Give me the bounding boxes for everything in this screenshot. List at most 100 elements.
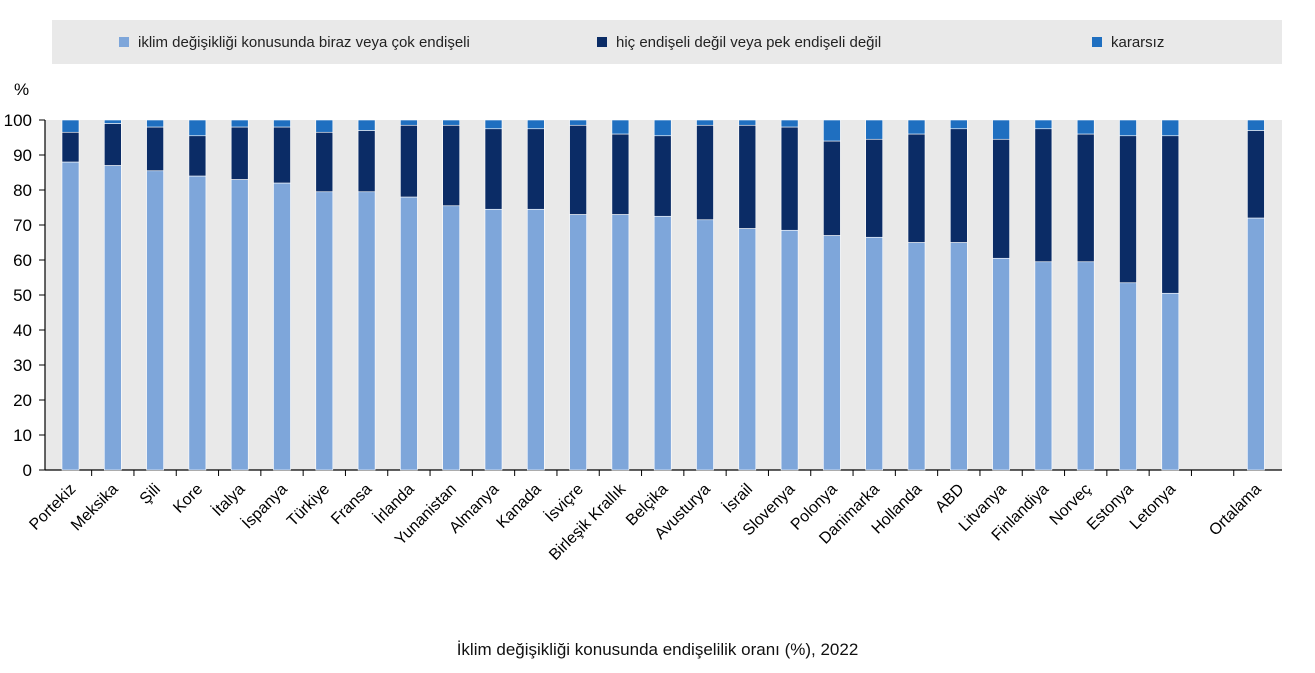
bar-segment-3 xyxy=(1034,119,1053,130)
bar-segment-1 xyxy=(992,257,1010,471)
bar-segment-3 xyxy=(992,119,1010,140)
bar-segment-3 xyxy=(357,119,376,131)
bar-segment-1 xyxy=(188,175,207,471)
legend-label-not-concerned: hiç endişeli değil veya pek endişeli değ… xyxy=(616,33,882,51)
bar-segment-1 xyxy=(526,208,545,471)
bar-segment-3 xyxy=(653,119,672,137)
bar-segment-3 xyxy=(188,119,207,137)
x-category-label: Ortalama xyxy=(1206,481,1265,540)
bar-segment-3 xyxy=(61,119,80,133)
y-tick-label: 90 xyxy=(13,146,32,165)
bar-segment-3 xyxy=(442,119,461,126)
bar-segment-1 xyxy=(653,215,672,471)
bar-segment-2 xyxy=(188,135,207,177)
bar-segment-2 xyxy=(1161,135,1180,294)
x-category-label: Fransa xyxy=(328,481,375,528)
bar-segment-2 xyxy=(992,138,1010,259)
bar-segment-1 xyxy=(315,191,334,471)
bar-segment-3 xyxy=(907,119,926,135)
bar-segment-1 xyxy=(484,208,503,471)
bar-segment-3 xyxy=(273,119,291,128)
bar-segment-2 xyxy=(104,123,122,166)
x-category-label: Letonya xyxy=(1127,481,1179,533)
bar-segment-2 xyxy=(569,124,587,215)
bar-segment-3 xyxy=(146,119,164,128)
bar-segment-1 xyxy=(273,182,291,471)
bar-segment-1 xyxy=(442,205,461,471)
legend-item-concerned: iklim değişikliği konusunda biraz veya ç… xyxy=(119,20,470,64)
bar-segment-2 xyxy=(949,128,968,243)
y-tick-label: 50 xyxy=(13,286,32,305)
legend-swatch-not-concerned xyxy=(597,37,607,47)
bar-segment-3 xyxy=(949,119,968,130)
bar-segment-1 xyxy=(823,235,841,471)
bar-segment-2 xyxy=(357,130,376,193)
bar-segment-3 xyxy=(823,119,841,142)
bar-segment-2 xyxy=(696,124,714,221)
x-category-label: Türkiye xyxy=(284,481,333,530)
bar-segment-3 xyxy=(526,119,545,130)
y-axis-unit-label: % xyxy=(14,80,30,99)
y-tick-label: 20 xyxy=(13,391,32,410)
legend-item-not-concerned: hiç endişeli değil veya pek endişeli değ… xyxy=(597,20,881,64)
bar-segment-1 xyxy=(907,242,926,471)
bar-segment-2 xyxy=(484,128,503,210)
bar-segment-2 xyxy=(230,126,249,180)
bar-segment-2 xyxy=(1119,135,1137,284)
bar-segment-3 xyxy=(484,119,503,130)
bar-segment-2 xyxy=(273,126,291,184)
bar-segment-2 xyxy=(1247,130,1265,219)
bar-segment-1 xyxy=(780,229,799,471)
x-category-label: Kanada xyxy=(494,481,545,532)
bar-segment-1 xyxy=(230,179,249,471)
y-tick-label: 10 xyxy=(13,426,32,445)
bar-segment-1 xyxy=(1119,282,1137,471)
x-category-label: Meksika xyxy=(68,481,122,535)
bar-segment-3 xyxy=(104,119,122,124)
bar-segment-2 xyxy=(1076,133,1095,263)
x-category-label: Estonya xyxy=(1084,481,1137,534)
bar-segment-3 xyxy=(696,119,714,126)
bar-segment-3 xyxy=(1119,119,1137,137)
legend-label-undecided: kararsız xyxy=(1111,33,1165,51)
bar-segment-1 xyxy=(696,219,714,471)
bar-segment-1 xyxy=(1247,217,1265,471)
bar-segment-3 xyxy=(1076,119,1095,135)
x-category-label: ABD xyxy=(932,481,967,516)
bar-segment-1 xyxy=(1034,261,1053,471)
bar-segment-2 xyxy=(907,133,926,243)
bar-segment-1 xyxy=(1076,261,1095,471)
bar-segment-3 xyxy=(1161,119,1180,137)
y-tick-label: 60 xyxy=(13,251,32,270)
bar-segment-1 xyxy=(865,236,884,471)
bar-segment-1 xyxy=(949,242,968,471)
y-tick-label: 100 xyxy=(4,111,32,130)
bar-segment-2 xyxy=(526,128,545,210)
bar-segment-1 xyxy=(569,214,587,471)
bar-segment-2 xyxy=(865,138,884,238)
bar-segment-2 xyxy=(400,124,418,198)
bar-segment-2 xyxy=(738,124,757,229)
x-category-label: Şili xyxy=(137,481,164,508)
bar-segment-1 xyxy=(146,170,164,471)
bar-segment-2 xyxy=(442,124,461,207)
bar-segment-3 xyxy=(611,119,630,135)
legend-label-concerned: iklim değişikliği konusunda biraz veya ç… xyxy=(138,33,470,51)
x-category-label: İsrail xyxy=(719,479,756,516)
y-tick-label: 40 xyxy=(13,321,32,340)
bar-segment-2 xyxy=(315,131,334,193)
bar-segment-1 xyxy=(61,161,80,471)
chart-caption: İklim değişikliği konusunda endişelilik … xyxy=(456,640,859,659)
x-category-label: Kore xyxy=(170,481,206,517)
y-tick-label: 30 xyxy=(13,356,32,375)
bar-segment-2 xyxy=(653,135,672,217)
bar-segment-3 xyxy=(865,119,884,140)
bar-segment-1 xyxy=(400,196,418,471)
bar-segment-2 xyxy=(823,140,841,236)
bar-segment-2 xyxy=(1034,128,1053,263)
bar-segment-2 xyxy=(61,131,80,163)
y-tick-label: 70 xyxy=(13,216,32,235)
bar-segment-1 xyxy=(611,214,630,471)
bar-segment-3 xyxy=(315,119,334,133)
